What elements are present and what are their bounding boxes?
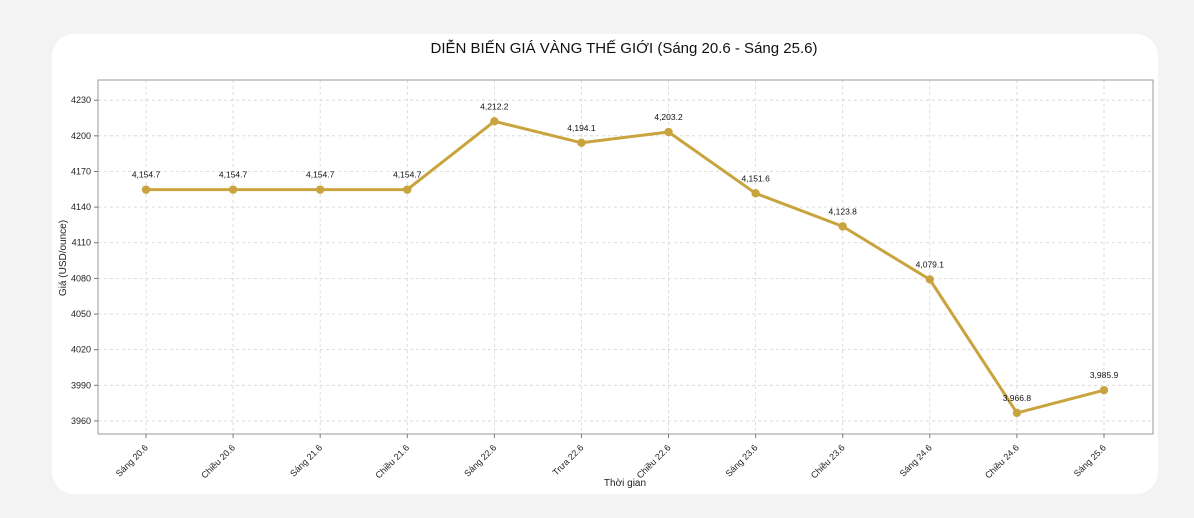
x-tick-label: Chiều 20.6 xyxy=(199,443,237,481)
data-label: 4,194.1 xyxy=(567,123,596,133)
data-point xyxy=(1012,408,1022,418)
y-tick-label: 4050 xyxy=(71,309,91,319)
data-label: 4,154.7 xyxy=(306,170,335,180)
data-point xyxy=(925,275,935,284)
data-point xyxy=(1099,385,1109,395)
chart-card xyxy=(52,34,1158,494)
y-tick-label: 4020 xyxy=(71,345,91,355)
x-tick-label: Sáng 24.6 xyxy=(898,443,934,479)
x-tick-label: Chiều 21.6 xyxy=(373,443,411,481)
x-axis-label: Thời gian xyxy=(604,478,646,489)
data-points xyxy=(141,117,1109,418)
x-tick-label: Sáng 20.6 xyxy=(114,443,150,479)
data-label: 3,966.8 xyxy=(1003,393,1032,403)
data-point xyxy=(751,189,760,198)
data-point xyxy=(838,222,847,231)
data-point xyxy=(577,138,586,148)
y-tick-label: 4230 xyxy=(71,95,91,105)
x-tick-label: Trưa 22.6 xyxy=(551,443,586,478)
data-label: 4,079.1 xyxy=(916,259,945,269)
data-label: 4,203.2 xyxy=(654,112,683,122)
y-axis-ticks: 3960 3990 4020 4050 4080 4110 4140 4170 4200 4230 xyxy=(71,95,98,426)
y-tick-label: 4080 xyxy=(71,273,91,283)
x-tick-label: Sáng 22.6 xyxy=(462,443,498,479)
y-axis-label: Giá (USD/ounce) xyxy=(58,220,69,296)
data-label: 4,154.7 xyxy=(219,170,248,180)
grid-lines xyxy=(98,80,1153,434)
data-point xyxy=(403,185,412,194)
data-label: 4,212.2 xyxy=(480,101,509,111)
data-label: 4,151.6 xyxy=(741,173,770,183)
data-label: 4,154.7 xyxy=(132,170,161,180)
x-tick-label: Chiều 24.6 xyxy=(983,443,1021,481)
data-label: 4,154.7 xyxy=(393,170,422,180)
data-label: 4,123.8 xyxy=(829,206,858,216)
x-axis-ticks: Sáng 20.6 Chiều 20.6 Sáng 21.6 Chiều 21.6 Sá… xyxy=(114,434,1108,480)
plot-area-border xyxy=(97,79,1154,435)
data-point xyxy=(315,185,325,194)
data-point xyxy=(490,117,499,126)
y-tick-label: 4170 xyxy=(71,166,91,176)
y-tick-label: 4140 xyxy=(71,202,91,212)
y-tick-label: 4200 xyxy=(71,131,91,141)
data-point xyxy=(664,127,673,137)
data-label: 3,985.9 xyxy=(1090,370,1119,380)
data-labels: 4,154.7 4,154.7 4,154.7 4,154.7 4,212.2 4,194… xyxy=(132,101,1119,403)
series-line xyxy=(146,119,1105,415)
chart-title: DIỄN BIẾN GIÁ VÀNG THẾ GIỚI (Sáng 20.6 -… xyxy=(431,40,818,57)
y-tick-label: 4110 xyxy=(72,238,91,248)
x-tick-label: Sáng 25.6 xyxy=(1072,443,1108,479)
y-tick-label: 3990 xyxy=(71,380,91,390)
x-tick-label: Chiều 23.6 xyxy=(809,443,847,481)
data-point xyxy=(228,185,238,194)
y-tick-label: 3960 xyxy=(71,416,91,426)
x-tick-label: Sáng 23.6 xyxy=(724,443,760,479)
x-tick-label: Chiều 22.6 xyxy=(635,443,673,481)
x-tick-label: Sáng 21.6 xyxy=(288,443,324,479)
data-point xyxy=(141,185,151,194)
